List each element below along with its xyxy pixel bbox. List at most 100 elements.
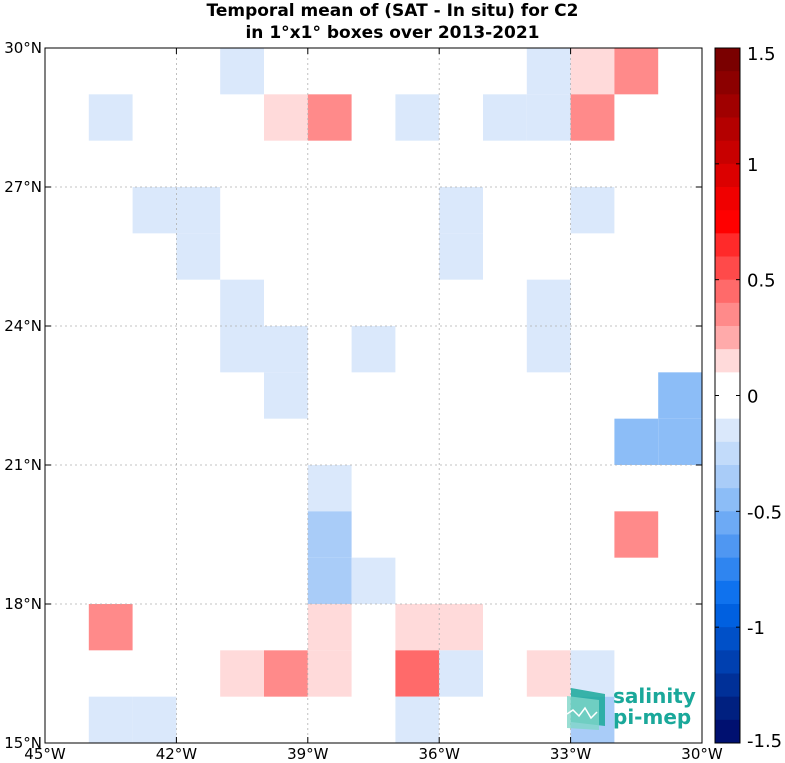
heatmap-cell xyxy=(176,233,221,280)
chart-title-line2: in 1°x1° boxes over 2013-2021 xyxy=(245,23,540,43)
colorbar-segment xyxy=(715,696,740,721)
colorbar-tick-label: 1 xyxy=(747,155,758,176)
heatmap-cell xyxy=(307,557,352,604)
heatmap-cell xyxy=(264,372,308,419)
chart-title: Temporal mean of (SAT - In situ) for C2 … xyxy=(0,0,785,44)
x-tick-label: 39°W xyxy=(287,745,329,763)
heatmap-cell xyxy=(307,604,352,651)
colorbar-tick-label: -0.5 xyxy=(747,502,782,523)
colorbar-segment xyxy=(715,465,740,489)
y-axis: 15°N 18°N 21°N 24°N 27°N 30°N xyxy=(4,39,702,752)
heatmap-cell xyxy=(351,557,396,604)
heatmap-cell xyxy=(526,326,571,373)
colorbar-segment xyxy=(715,719,740,744)
colorbar-segment xyxy=(715,117,740,142)
colorbar: 1.5 1 0.5 0 -0.5 -1 -1.5 xyxy=(714,44,782,752)
heatmap-cell xyxy=(526,279,571,326)
heatmap-cell xyxy=(439,650,483,697)
heatmap-cell xyxy=(526,650,571,697)
heatmap-cell xyxy=(395,650,440,697)
heatmap-cell xyxy=(439,604,483,651)
grid-lines xyxy=(45,48,702,743)
heatmap-cell xyxy=(658,372,702,419)
y-tick-label: 15°N xyxy=(4,734,42,752)
colorbar-segment xyxy=(715,302,740,327)
heatmap-cell xyxy=(526,48,571,95)
heatmap-cell xyxy=(395,94,440,141)
x-tick-label: 36°W xyxy=(418,745,460,763)
colorbar-segment xyxy=(715,94,740,118)
heatmap-cell xyxy=(614,511,659,558)
heatmap-cell xyxy=(439,233,483,280)
colorbar-segment xyxy=(715,580,740,605)
y-tick-label: 24°N xyxy=(4,317,42,335)
x-tick-label: 42°W xyxy=(156,745,198,763)
y-tick-label: 18°N xyxy=(4,595,42,613)
heatmap-cell xyxy=(307,511,352,558)
heatmap-cell xyxy=(614,48,659,95)
colorbar-segment xyxy=(715,673,740,698)
colorbar-segment xyxy=(715,395,740,420)
heatmap-cell xyxy=(220,326,264,373)
colorbar-segment xyxy=(715,627,740,651)
heatmap-cell xyxy=(439,187,483,234)
logo-text-salinity: salinity xyxy=(613,684,696,708)
colorbar-segment xyxy=(715,604,740,628)
heatmap-cell xyxy=(570,94,615,141)
heatmap-cell xyxy=(307,94,352,141)
y-tick-label: 30°N xyxy=(4,39,42,57)
colorbar-segment xyxy=(715,418,740,443)
salinity-pimep-logo: salinity pi-mep xyxy=(565,684,715,734)
colorbar-segment xyxy=(715,488,740,512)
heatmap-cell xyxy=(88,604,133,651)
heatmap-cell xyxy=(526,94,571,141)
colorbar-segment xyxy=(715,48,740,72)
heatmap-cell xyxy=(264,650,308,697)
colorbar-segment xyxy=(715,71,740,95)
colorbar-segment xyxy=(715,650,740,674)
colorbar-tick-label: 0.5 xyxy=(747,271,776,292)
plot-frame xyxy=(44,47,703,744)
heatmap-cell xyxy=(395,604,440,651)
heatmap-cell xyxy=(614,418,659,465)
y-tick-label: 21°N xyxy=(4,456,42,474)
colorbar-tick-label: 0 xyxy=(747,387,758,408)
colorbar-segment xyxy=(715,256,740,281)
heatmap-cell xyxy=(395,696,440,743)
heatmap-cell xyxy=(220,650,264,697)
colorbar-segment xyxy=(715,534,740,559)
heatmap-cell xyxy=(88,696,133,743)
colorbar-segment xyxy=(715,233,740,257)
heatmap-cell xyxy=(132,696,177,743)
heatmap-cell xyxy=(658,418,702,465)
x-tick-label: 33°W xyxy=(550,745,592,763)
heatmap-cell xyxy=(264,326,308,373)
colorbar-segment xyxy=(715,210,740,234)
colorbar-segment xyxy=(715,511,740,535)
heatmap-cell xyxy=(307,465,352,512)
heatmap-cell xyxy=(220,48,264,95)
colorbar-segment xyxy=(715,557,740,582)
heatmap-cell xyxy=(570,650,615,697)
colorbar-segment xyxy=(715,326,740,350)
colorbar-tick-label: -1.5 xyxy=(747,731,782,752)
logo-graphic xyxy=(566,688,605,730)
colorbar-segment xyxy=(715,187,740,211)
colorbar-segment xyxy=(715,372,740,396)
x-tick-label: 45°W xyxy=(24,745,66,763)
colorbar-segment xyxy=(715,279,740,304)
y-tick-label: 27°N xyxy=(4,178,42,196)
heatmap-cell xyxy=(176,187,221,234)
heatmap-cell xyxy=(264,94,308,141)
colorbar-tick-label: 1.5 xyxy=(747,44,776,65)
colorbar-segment xyxy=(715,349,740,373)
colorbar-segment xyxy=(715,163,740,188)
x-tick-label: 30°W xyxy=(681,745,723,763)
heatmap-cell xyxy=(220,279,264,326)
heatmap-cell xyxy=(570,48,615,95)
heatmap-cells xyxy=(88,48,702,743)
colorbar-segment xyxy=(715,441,740,466)
heatmap-cell xyxy=(307,650,352,697)
heatmap-cell xyxy=(132,187,177,234)
